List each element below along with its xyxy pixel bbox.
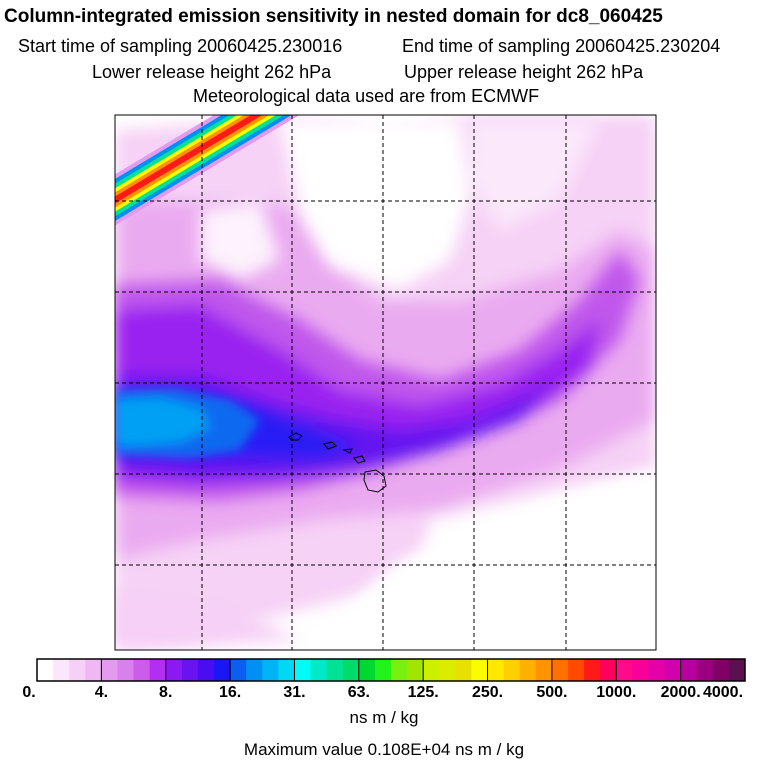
colorbar-cell xyxy=(471,659,489,681)
colorbar-cell xyxy=(487,659,505,681)
colorbar-cell xyxy=(712,659,730,681)
sensitivity-field xyxy=(115,115,656,650)
colorbar-cell xyxy=(133,659,151,681)
colorbar-cell xyxy=(101,659,118,681)
start-time-label: Start time of sampling 20060425.230016 xyxy=(18,36,343,56)
colorbar-cell xyxy=(407,659,424,681)
colorbar-cell xyxy=(197,659,215,681)
colorbar-cell xyxy=(165,659,183,681)
colorbar-cell xyxy=(728,659,746,681)
colorbar-cell xyxy=(423,659,440,681)
colorbar-cell xyxy=(374,659,392,681)
colorbar-tick-label: 0. xyxy=(22,684,36,701)
colorbar-cell xyxy=(181,659,199,681)
colorbar-cell xyxy=(294,659,312,681)
met-data-label: Meteorological data used are from ECMWF xyxy=(193,86,540,106)
colorbar-cell xyxy=(358,659,376,681)
colorbar-tick-label: 250. xyxy=(471,684,504,701)
colorbar-cell xyxy=(632,659,649,681)
colorbar-tick-label: 1000. xyxy=(596,684,637,701)
colorbar-units: ns m / kg xyxy=(349,708,419,727)
colorbar xyxy=(36,658,746,682)
chart-title: Column-integrated emission sensitivity i… xyxy=(4,6,663,27)
colorbar-cell xyxy=(568,659,585,681)
colorbar-cell xyxy=(149,659,167,681)
colorbar-cell xyxy=(664,659,682,681)
colorbar-tick-label: 8. xyxy=(159,684,173,701)
colorbar-cell xyxy=(648,659,666,681)
end-time-label: End time of sampling 20060425.230204 xyxy=(402,36,721,56)
colorbar-cell xyxy=(214,659,231,681)
plot-frame xyxy=(114,114,657,651)
colorbar-cell xyxy=(680,659,698,681)
colorbar-tick-label: 31. xyxy=(283,684,306,701)
colorbar-cell xyxy=(503,659,521,681)
colorbar-cell xyxy=(455,659,472,681)
colorbar-cell xyxy=(246,659,263,681)
colorbar-cell xyxy=(696,659,714,681)
colorbar-cell xyxy=(85,659,102,681)
colorbar-cell xyxy=(37,659,54,681)
colorbar-cell xyxy=(535,659,553,681)
colorbar-tick-label: 125. xyxy=(407,684,439,701)
colorbar-frame xyxy=(36,658,746,682)
colorbar-cell xyxy=(278,659,295,681)
grid-lines xyxy=(115,115,656,650)
lower-release-label: Lower release height 262 hPa xyxy=(92,62,332,82)
colorbar-cell xyxy=(439,659,456,681)
colorbar-cell xyxy=(551,659,569,681)
upper-release-label: Upper release height 262 hPa xyxy=(404,62,644,82)
colorbar-tick-label: 2000. xyxy=(660,684,701,701)
colorbar-tick-label: 4000. xyxy=(702,684,744,701)
colorbar-cell xyxy=(262,659,279,681)
coastline xyxy=(288,432,387,493)
colorbar-cell xyxy=(342,659,360,681)
colorbar-cell xyxy=(616,659,633,681)
colorbar-tick-label: 500. xyxy=(536,684,568,701)
colorbar-cell xyxy=(69,659,86,681)
colorbar-cell xyxy=(53,659,70,681)
colorbar-cell xyxy=(391,659,408,681)
colorbar-tick-label: 4. xyxy=(94,684,109,701)
colorbar-cell xyxy=(230,659,247,681)
colorbar-cell xyxy=(326,659,344,681)
colorbar-tick-label: 16. xyxy=(218,684,242,701)
colorbar-cell xyxy=(600,659,617,681)
colorbar-cell xyxy=(117,659,135,681)
colorbar-cell xyxy=(584,659,601,681)
colorbar-tick-label: 63. xyxy=(347,684,370,701)
colorbar-cell xyxy=(310,659,328,681)
maximum-value-label: Maximum value 0.108E+04 ns m / kg xyxy=(243,740,525,759)
colorbar-cell xyxy=(519,659,537,681)
